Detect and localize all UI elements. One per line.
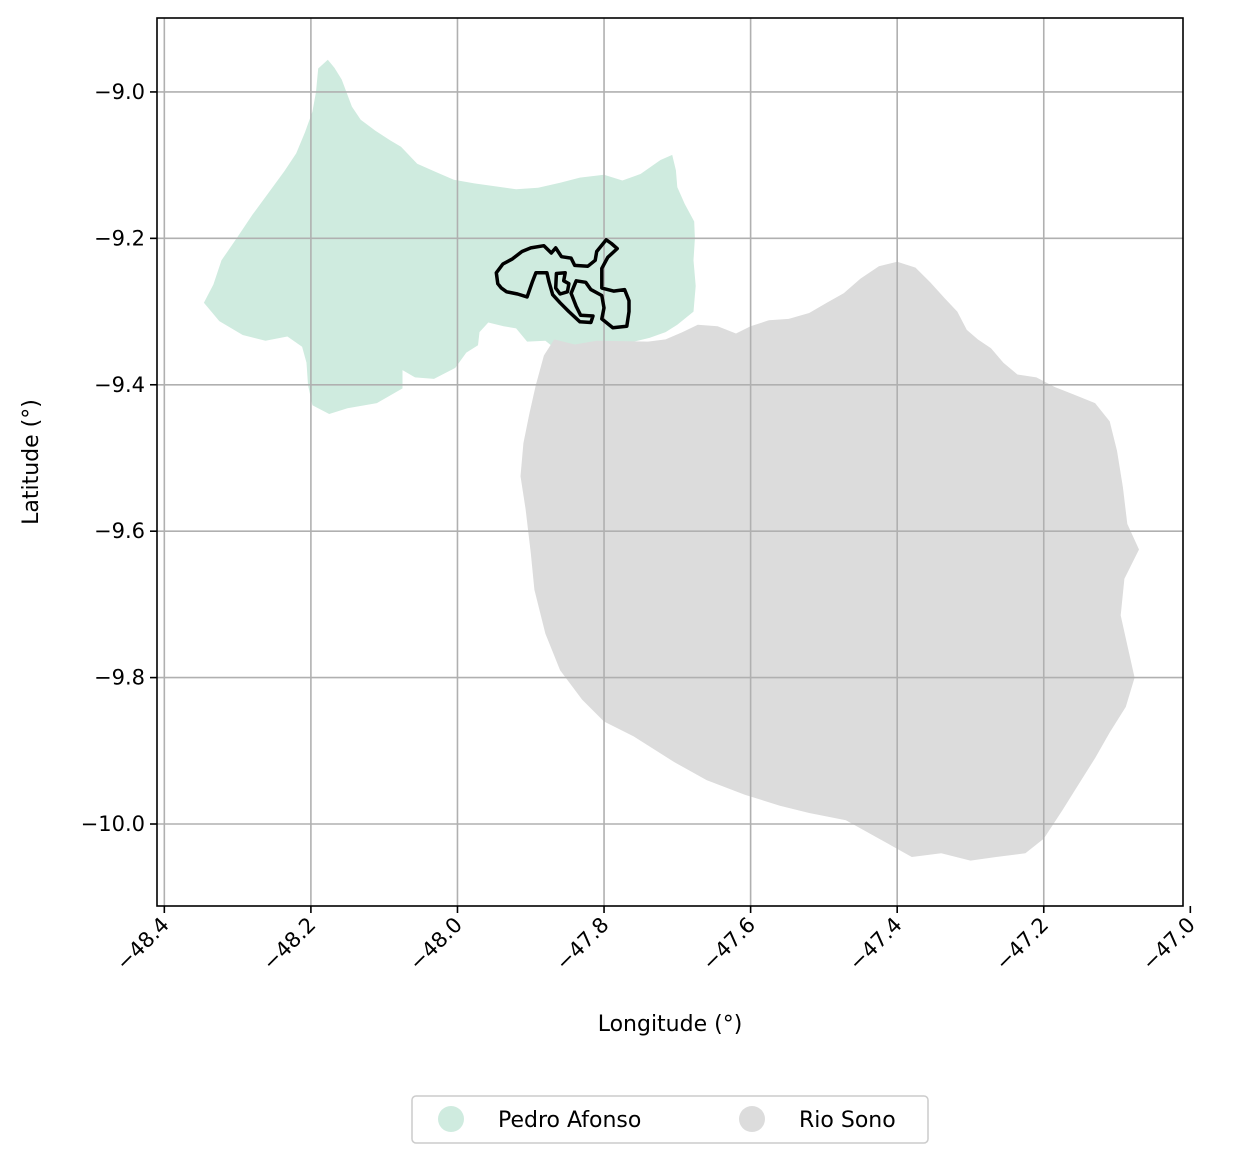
legend: Pedro Afonso Rio Sono bbox=[411, 1095, 929, 1144]
y-tick-label: −9.0 bbox=[94, 80, 145, 104]
x-tick-label: −47.0 bbox=[1137, 913, 1199, 975]
y-tick-label: −9.6 bbox=[94, 519, 145, 543]
region-rio-sono bbox=[520, 261, 1139, 861]
outline-layer bbox=[494, 238, 631, 330]
legend-box bbox=[411, 1095, 929, 1144]
regions-layer bbox=[203, 59, 1139, 861]
legend-marker-rio-sono bbox=[739, 1106, 765, 1132]
boundary-outline bbox=[553, 271, 571, 296]
x-tick-label: −48.4 bbox=[111, 913, 173, 975]
legend-marker-pedro-afonso bbox=[438, 1106, 464, 1132]
y-tick-label: −9.4 bbox=[94, 373, 145, 397]
x-tick-label: −47.6 bbox=[698, 913, 760, 975]
legend-label-rio-sono: Rio Sono bbox=[799, 1108, 896, 1133]
x-tick-label: −48.2 bbox=[258, 913, 320, 975]
region-pedro-afonso bbox=[203, 59, 696, 414]
x-axis-label: Longitude (°) bbox=[598, 1012, 743, 1037]
y-tick-label: −10.0 bbox=[81, 812, 145, 836]
x-tick-label: −47.4 bbox=[844, 913, 906, 975]
grid-layer bbox=[157, 18, 1183, 906]
legend-label-pedro-afonso: Pedro Afonso bbox=[498, 1108, 641, 1133]
x-tick-label: −48.0 bbox=[405, 913, 467, 975]
y-tick-label: −9.8 bbox=[94, 666, 145, 690]
plot-frame bbox=[156, 17, 1184, 907]
boundary-outline bbox=[494, 238, 631, 330]
y-tick-label: −9.2 bbox=[94, 226, 145, 250]
x-tick-label: −47.2 bbox=[991, 913, 1053, 975]
y-axis-label: Latitude (°) bbox=[19, 399, 44, 525]
x-tick-label: −47.8 bbox=[551, 913, 613, 975]
